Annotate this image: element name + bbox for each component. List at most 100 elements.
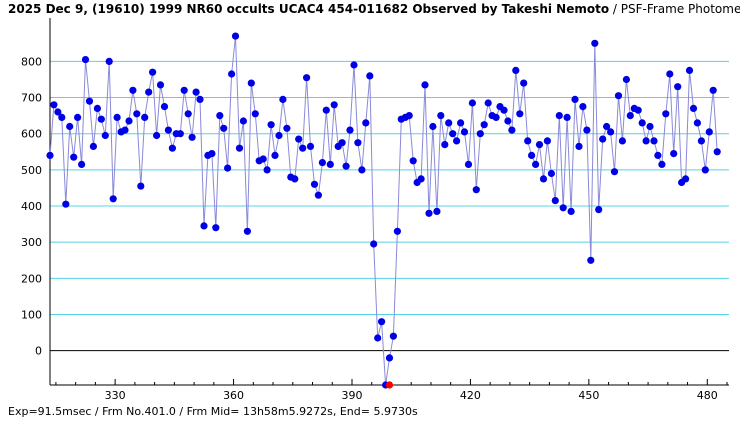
data-point — [109, 195, 117, 203]
data-point — [200, 222, 208, 230]
data-point — [74, 113, 82, 121]
data-point — [539, 175, 548, 183]
series-line — [49, 36, 718, 386]
data-point — [358, 166, 366, 174]
data-point — [208, 150, 216, 158]
data-point — [701, 166, 709, 174]
data-point — [239, 117, 247, 125]
data-point — [464, 160, 473, 168]
data-point — [322, 106, 330, 114]
data-point — [528, 151, 536, 159]
data-point — [563, 113, 571, 121]
data-point — [279, 95, 287, 103]
data-point — [591, 39, 599, 47]
data-point — [62, 200, 70, 208]
data-point — [642, 137, 650, 145]
x-tick-label: 480 — [697, 389, 718, 402]
data-point — [614, 92, 623, 100]
data-point — [378, 318, 386, 326]
data-point — [476, 130, 484, 138]
x-tick-label: 390 — [341, 389, 362, 402]
data-point — [674, 83, 682, 91]
y-tick-label: 700 — [21, 92, 42, 105]
data-point — [547, 169, 556, 178]
data-point — [571, 95, 579, 103]
data-point — [228, 70, 236, 78]
data-point — [78, 160, 86, 168]
data-point — [145, 88, 153, 96]
data-point — [271, 151, 279, 159]
data-point — [603, 122, 611, 131]
data-point — [682, 175, 690, 183]
data-point — [251, 110, 259, 118]
data-point — [235, 144, 244, 152]
data-point — [693, 119, 702, 127]
data-point — [243, 227, 251, 235]
data-point — [638, 119, 646, 127]
chart-title-sub: / PSF-Frame Photometry / — [612, 2, 740, 16]
data-point — [559, 204, 567, 212]
data-point — [85, 97, 94, 105]
data-point — [417, 175, 425, 183]
data-point — [512, 66, 520, 74]
data-point — [532, 160, 540, 168]
data-point — [468, 99, 476, 107]
data-point — [137, 182, 145, 190]
data-point — [445, 119, 453, 127]
data-point — [129, 86, 137, 94]
data-point — [168, 144, 176, 152]
grid-lines — [50, 60, 729, 352]
data-point — [393, 227, 401, 235]
data-point — [370, 240, 378, 248]
data-point — [480, 121, 488, 129]
data-point — [89, 142, 97, 150]
y-tick-label: 600 — [21, 128, 42, 141]
y-tick-label: 300 — [21, 236, 42, 249]
data-point — [654, 151, 662, 159]
data-point — [97, 115, 105, 123]
data-point — [263, 166, 271, 174]
data-point — [524, 137, 532, 145]
data-point — [188, 133, 196, 141]
data-point — [342, 162, 350, 170]
y-tick-label: 400 — [21, 200, 42, 213]
data-point — [149, 68, 157, 76]
data-point — [291, 175, 299, 183]
data-point — [472, 186, 480, 194]
data-point — [666, 70, 674, 78]
data-point — [224, 164, 232, 172]
data-point — [385, 354, 394, 362]
data-point — [500, 106, 508, 114]
y-tick-label: 500 — [21, 164, 42, 177]
data-point — [141, 113, 149, 121]
data-point — [599, 135, 607, 143]
x-tick-label: 420 — [460, 389, 481, 402]
data-point — [180, 86, 188, 94]
x-tick-label: 450 — [578, 389, 599, 402]
data-point — [125, 117, 133, 125]
data-point — [713, 148, 721, 156]
data-point — [535, 141, 544, 149]
data-point — [460, 128, 469, 136]
data-point — [658, 160, 666, 168]
data-point — [433, 207, 441, 215]
x-tick-label: 330 — [105, 389, 126, 402]
data-point — [350, 61, 358, 69]
data-point — [429, 122, 437, 131]
data-point — [610, 168, 619, 176]
data-point — [685, 66, 694, 74]
data-point — [697, 137, 706, 145]
data-point — [634, 106, 642, 114]
data-point — [575, 142, 583, 150]
data-point — [449, 130, 457, 138]
chart-title: 2025 Dec 9, (19610) 1999 NR60 occults UC… — [8, 2, 740, 16]
data-point — [267, 121, 275, 129]
data-point — [54, 108, 62, 116]
data-point — [283, 124, 291, 132]
data-point — [58, 113, 66, 121]
data-point — [303, 74, 311, 82]
data-point — [484, 99, 492, 107]
data-point — [318, 159, 326, 167]
data-point — [133, 110, 141, 118]
data-point — [425, 209, 433, 217]
